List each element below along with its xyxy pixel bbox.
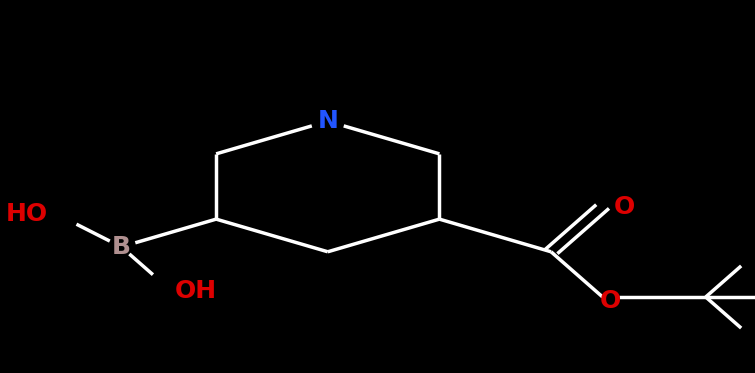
Text: B: B (112, 235, 131, 259)
Text: O: O (599, 289, 621, 313)
Text: N: N (317, 109, 338, 133)
Text: OH: OH (175, 279, 217, 303)
Text: O: O (614, 195, 635, 219)
Text: HO: HO (6, 202, 48, 226)
